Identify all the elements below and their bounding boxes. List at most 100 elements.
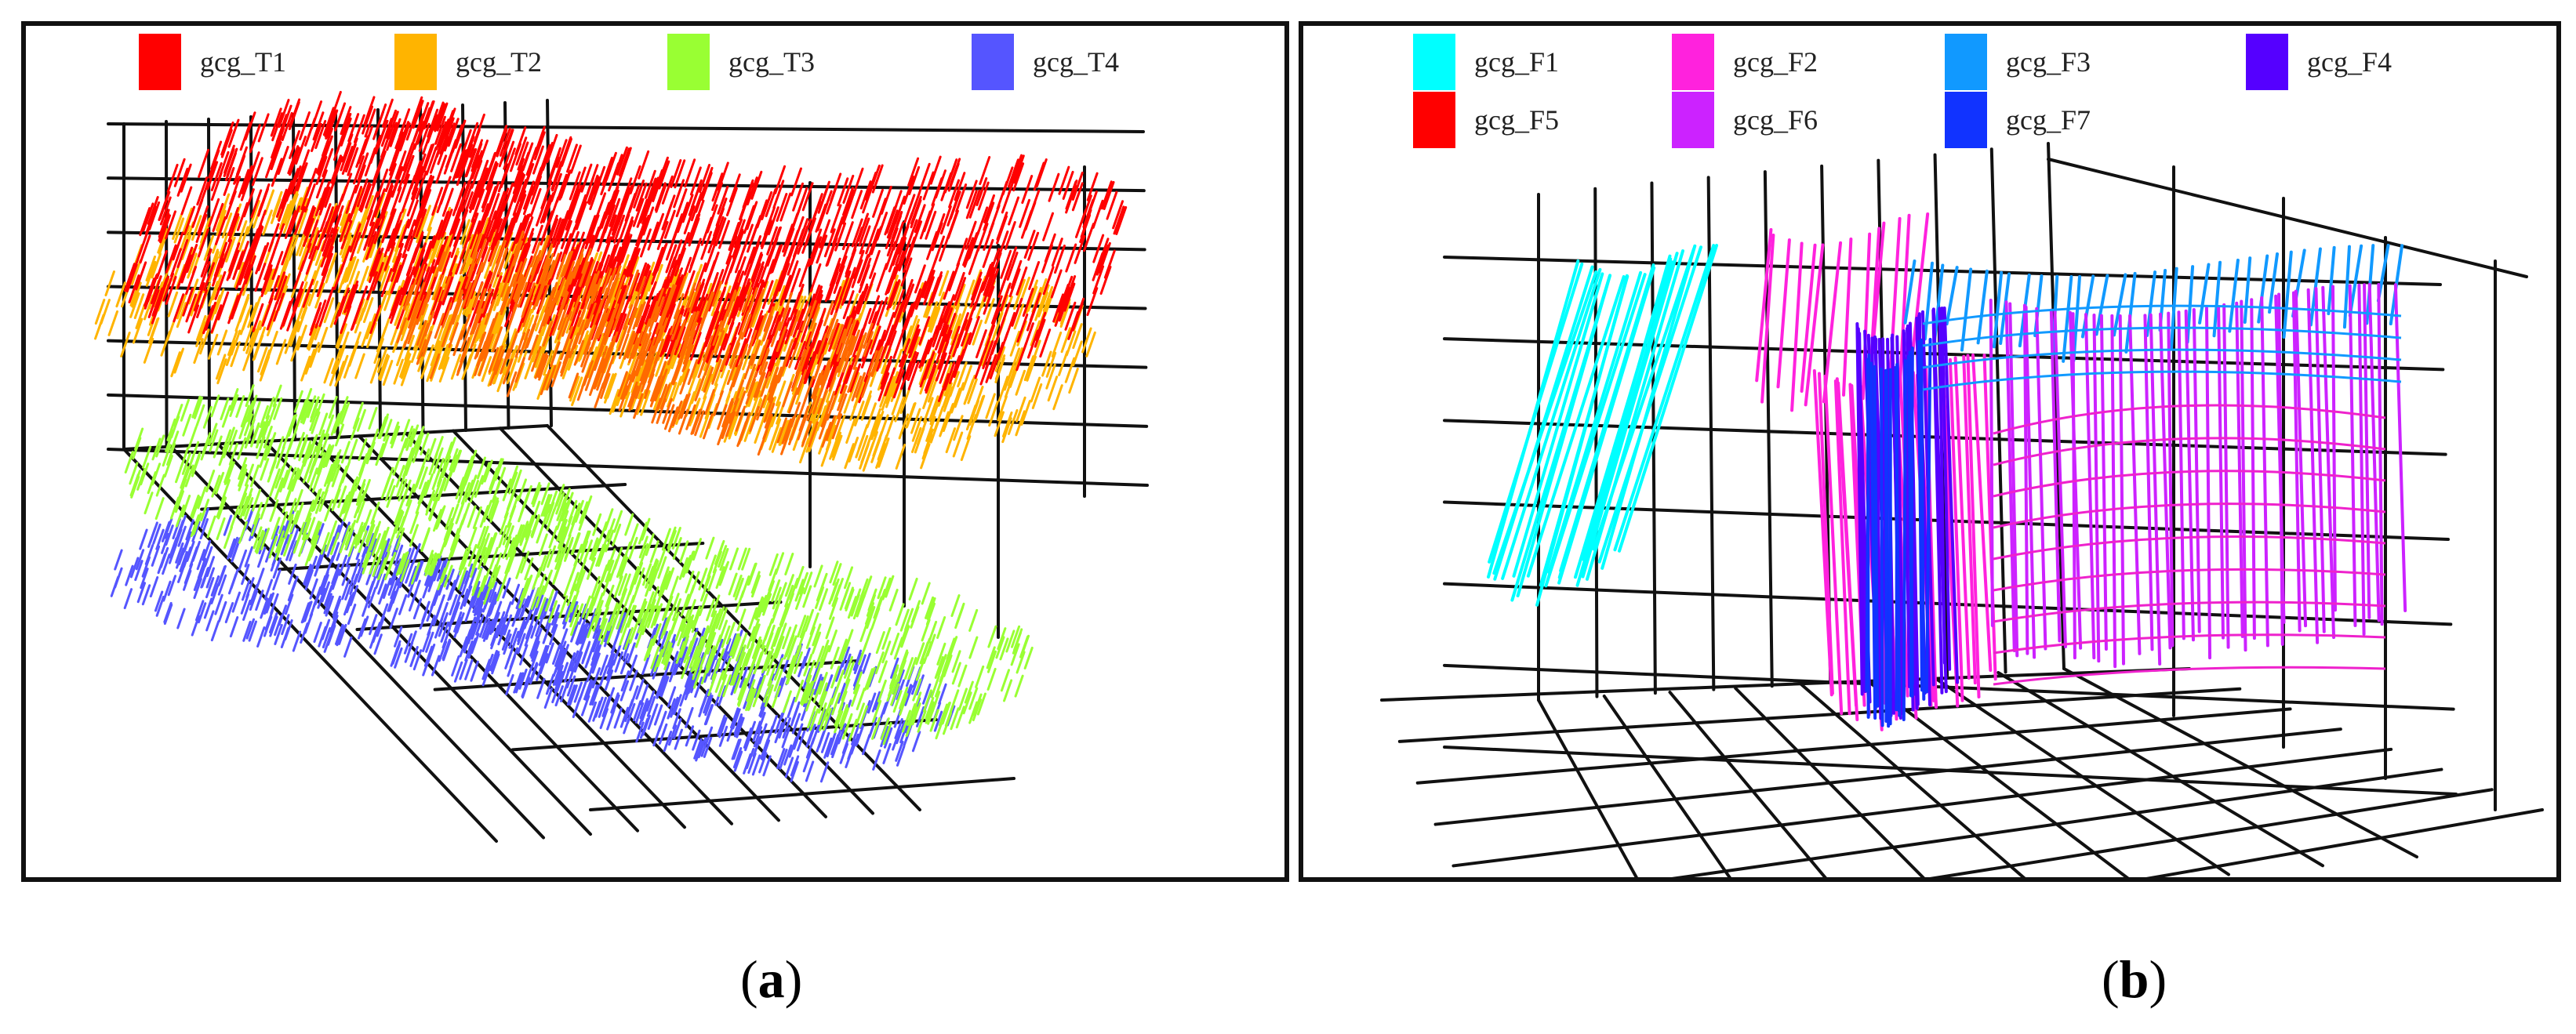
horizon-t4-stroke [663, 731, 673, 753]
horizon-t3-stroke [885, 575, 895, 598]
horizon-t3-stroke [502, 478, 512, 502]
horizon-t4-stroke [570, 621, 580, 643]
horizon-t2-stroke [966, 414, 978, 441]
horizon-t2-stroke [923, 397, 934, 423]
horizon-t3-stroke [320, 532, 330, 555]
horizon-t3-stroke [420, 432, 430, 455]
horizon-t4-stroke [256, 626, 266, 648]
horizon-t4-stroke [177, 561, 187, 583]
horizon-t2-stroke [298, 187, 309, 213]
horizon-t3-stroke [328, 396, 338, 419]
horizon-t1-stroke [1062, 170, 1074, 200]
horizon-t3-stroke [707, 610, 718, 633]
horizon-t3-stroke [675, 640, 685, 664]
horizon-t4-stroke [214, 593, 223, 615]
horizon-t1-stroke [284, 209, 296, 239]
horizon-t2-stroke [369, 357, 381, 384]
horizon-t1-stroke [843, 273, 856, 303]
horizon-t2-stroke [366, 321, 377, 348]
horizon-t1-stroke [611, 154, 623, 183]
horizon-t1-stroke [809, 263, 822, 292]
horizon-t4-stroke [852, 665, 863, 687]
horizon-t4-stroke [539, 598, 549, 620]
horizon-t3-stroke [508, 465, 519, 488]
horizon-t3-stroke [617, 586, 627, 610]
horizon-t1-stroke [838, 243, 851, 273]
horizon-t4-stroke [289, 540, 298, 562]
horizon-t1-stroke [436, 102, 449, 132]
horizon-t2-stroke [861, 390, 873, 417]
horizon-t4-stroke [168, 542, 178, 564]
horizon-t3-stroke [480, 532, 490, 556]
horizon-t3-stroke [288, 414, 298, 437]
horizon-t3-stroke [718, 607, 728, 630]
horizon-t4-stroke [586, 661, 596, 683]
horizon-t3-stroke [882, 722, 892, 746]
horizon-t3-stroke [692, 648, 702, 672]
horizon-t1-stroke [401, 142, 414, 172]
horizon-t3-stroke [405, 483, 416, 506]
horizon-t3-stroke [806, 706, 817, 729]
horizon-t3-stroke [782, 626, 792, 650]
horizon-t2-stroke [259, 355, 271, 382]
horizon-t1-stroke [369, 304, 382, 334]
horizon-t2-stroke [107, 310, 119, 336]
horizon-t2-stroke [1003, 365, 1015, 391]
horizon-t3-stroke [986, 667, 997, 691]
horizon-t3-stroke [856, 594, 866, 618]
horizon-t3-stroke [784, 574, 794, 597]
horizon-t2-stroke [352, 187, 364, 214]
horizon-t3-stroke [764, 684, 774, 707]
horizon-t2-stroke [325, 207, 336, 234]
horizon-t1-stroke [326, 109, 339, 139]
horizon-t3-stroke [639, 542, 649, 566]
horizon-t3-stroke [259, 405, 269, 428]
horizon-t1-stroke [841, 195, 854, 225]
horizon-t3-stroke [927, 702, 937, 725]
horizon-t3-stroke [812, 623, 822, 647]
horizon-t4-stroke [777, 676, 787, 698]
horizon-t4-stroke [203, 597, 213, 619]
horizon-t1-stroke [172, 231, 184, 261]
horizon-t4-stroke [641, 653, 651, 675]
horizon-t3-stroke [656, 644, 667, 668]
horizon-t1-stroke [772, 180, 785, 209]
horizon-t1-stroke [295, 136, 307, 165]
horizon-t4-stroke [481, 591, 492, 613]
horizon-t1-stroke [315, 169, 328, 199]
horizon-t3-stroke [880, 717, 890, 741]
horizon-t3-stroke [803, 653, 813, 677]
horizon-t4-stroke [752, 720, 761, 742]
horizon-t4-stroke [265, 592, 275, 614]
horizon-t2-stroke [652, 384, 664, 411]
horizon-t4-stroke [436, 594, 445, 616]
horizon-t3-stroke [732, 636, 742, 659]
horizon-t1-stroke [943, 361, 956, 391]
horizon-t4-stroke [634, 702, 645, 724]
horizon-t4-stroke [566, 684, 576, 706]
horizon-t3-stroke [380, 550, 391, 574]
horizon-t4-stroke [303, 564, 312, 586]
horizon-t2-stroke [848, 293, 859, 320]
horizon-t1-stroke [584, 215, 597, 245]
horizon-t3-stroke [512, 469, 522, 492]
horizon-t4-stroke [433, 584, 442, 606]
horizon-t1-stroke [892, 237, 904, 267]
horizon-t3-stroke [910, 605, 920, 629]
horizon-t1-stroke [665, 231, 678, 261]
horizon-t3-stroke [650, 646, 660, 669]
horizon-t4-stroke [696, 652, 705, 674]
horizon-t4-stroke [323, 593, 332, 615]
horizon-t3-stroke [972, 698, 982, 722]
horizon-t4-stroke [485, 653, 494, 675]
horizon-t4-stroke [880, 726, 889, 748]
horizon-t3-stroke [569, 590, 580, 613]
horizon-t4-stroke [471, 633, 480, 655]
horizon-t4-stroke [331, 563, 340, 585]
horizon-t3-stroke [600, 622, 610, 645]
horizon-t3-stroke [332, 449, 342, 473]
horizon-t3-stroke [455, 501, 465, 524]
grid-line [169, 444, 545, 840]
horizon-t4-stroke [599, 654, 609, 676]
horizon-t3-stroke [746, 626, 756, 649]
